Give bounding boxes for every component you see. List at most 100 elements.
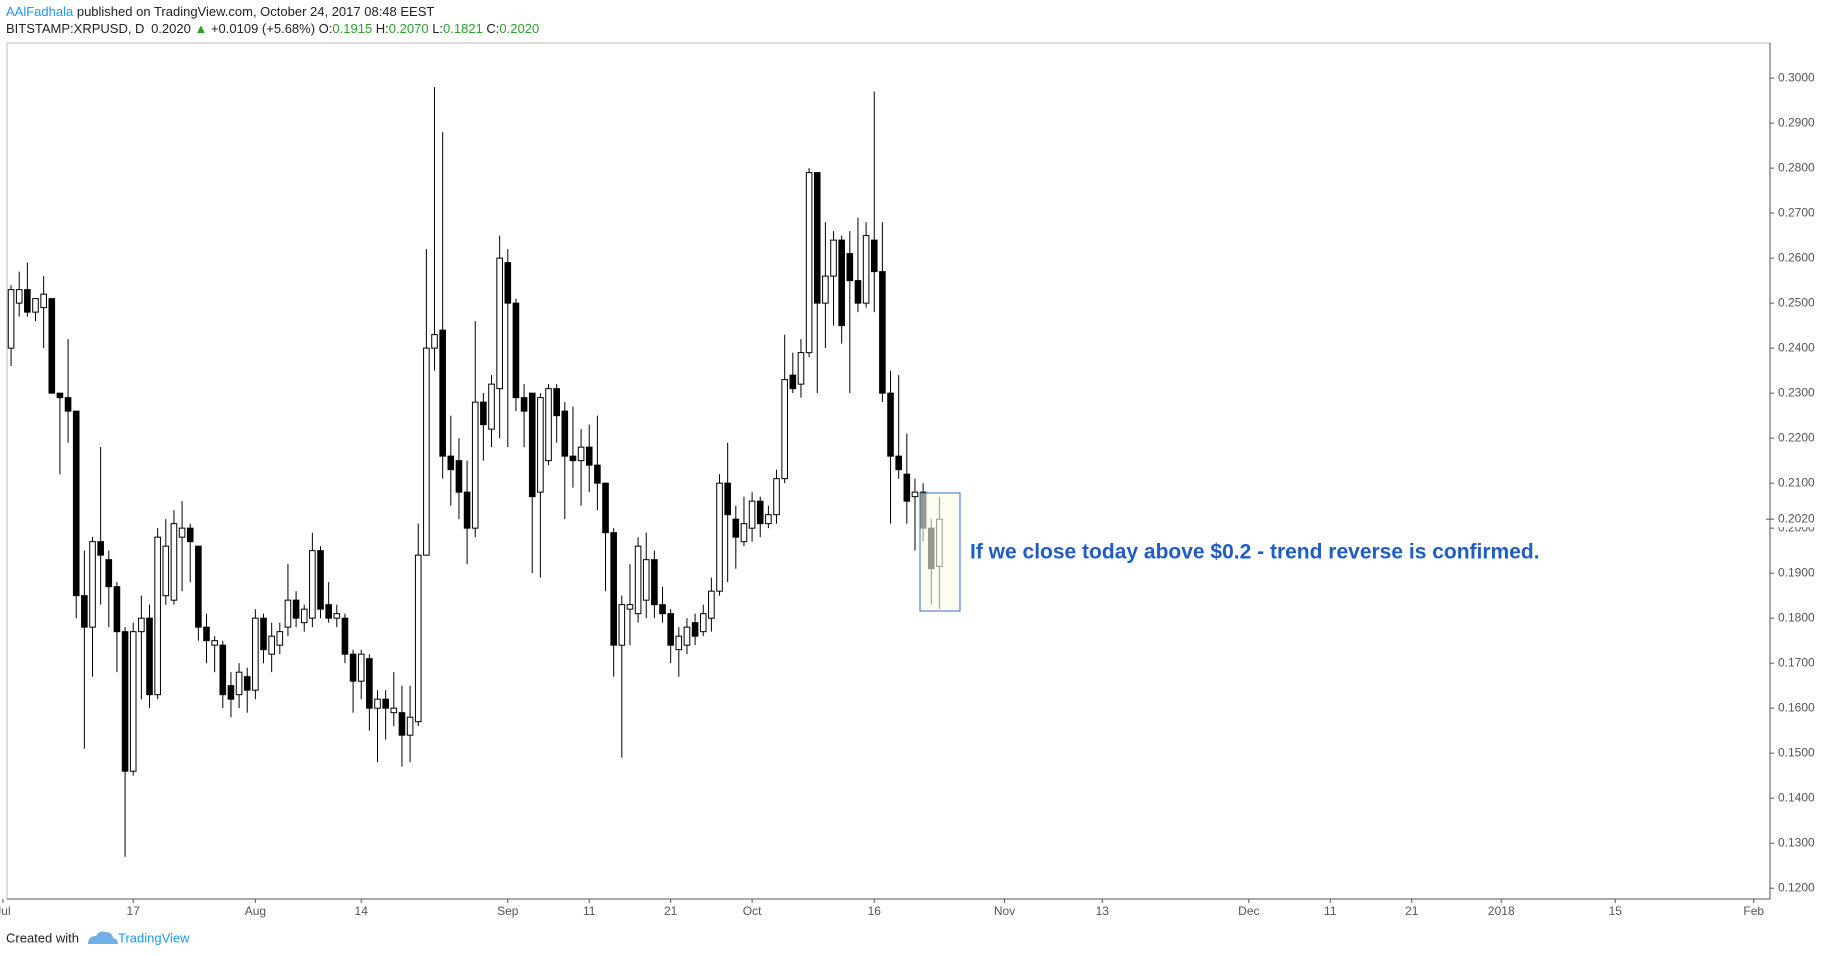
candle-body xyxy=(349,653,357,682)
candle-body xyxy=(423,347,430,556)
candle-body xyxy=(211,640,218,646)
arrow: ▲ xyxy=(194,21,207,36)
candle-body xyxy=(879,271,886,394)
x-tick-label: Dec xyxy=(1238,904,1259,918)
candle-body xyxy=(447,455,455,471)
x-tick-label: Feb xyxy=(1743,904,1764,918)
candle-body xyxy=(366,658,373,709)
candle-body xyxy=(642,559,650,601)
candle-body xyxy=(748,500,756,529)
candle-body xyxy=(634,545,642,615)
x-tick-label: 16 xyxy=(868,904,882,918)
candle-body xyxy=(7,289,15,349)
candle-body xyxy=(81,595,88,628)
candles xyxy=(7,87,943,857)
candle-body xyxy=(317,550,324,610)
candle-body xyxy=(773,478,780,516)
candle-body xyxy=(89,541,96,628)
candle-body xyxy=(488,383,495,430)
x-tick-label: 11 xyxy=(583,904,596,918)
candle-body xyxy=(414,554,422,723)
candle-body xyxy=(203,626,210,642)
candle-body xyxy=(406,716,414,736)
author[interactable]: AAlFadhala xyxy=(6,4,74,19)
candle-body xyxy=(480,401,487,426)
candle-body xyxy=(862,235,870,304)
h-label: H: xyxy=(376,21,389,36)
y-tick-label: 0.2600 xyxy=(1778,250,1815,264)
candle-body xyxy=(765,514,772,525)
candle-body xyxy=(561,410,569,457)
y-tick-label: 0.1400 xyxy=(1778,790,1815,804)
candle-body xyxy=(512,302,520,399)
h: 0.2070 xyxy=(389,21,429,36)
y-tick-label: 0.1500 xyxy=(1778,745,1815,759)
candle-body xyxy=(569,455,577,462)
candle-body xyxy=(398,712,406,736)
candle-body xyxy=(740,523,748,543)
candle-body xyxy=(716,482,723,592)
candle-body xyxy=(390,707,398,714)
candle-body xyxy=(341,617,349,655)
candle-body xyxy=(325,604,332,619)
candle-body xyxy=(56,392,64,399)
candle-body xyxy=(911,491,919,498)
candle-body xyxy=(276,631,284,646)
l-label: L: xyxy=(432,21,443,36)
candle-body xyxy=(146,617,153,696)
candle-body xyxy=(374,698,381,709)
annotation: If we close today above $0.2 - trend rev… xyxy=(970,541,1540,564)
candle-body xyxy=(455,460,463,493)
candle-body xyxy=(789,374,797,390)
published: published on TradingView.com, October 24… xyxy=(77,4,435,19)
candle-body xyxy=(870,239,878,273)
y-tick-label: 0.2300 xyxy=(1778,385,1815,399)
x-tick-label: 21 xyxy=(664,904,678,918)
candle-body xyxy=(846,253,854,282)
candle-body xyxy=(113,586,121,633)
header-line2: BITSTAMP:XRPUSD, D 0.2020 ▲ +0.0109 (+5.… xyxy=(6,21,539,36)
candle-body xyxy=(252,617,259,691)
candle-body xyxy=(357,653,365,682)
y-tick-label: 0.1200 xyxy=(1778,880,1815,894)
candle-body xyxy=(651,559,658,606)
x-tick-label: Sep xyxy=(497,904,519,918)
y-tick-label: 0.2800 xyxy=(1778,160,1815,174)
candle-body xyxy=(797,352,805,385)
candle-body xyxy=(496,257,503,390)
footer-brand[interactable]: TradingView xyxy=(118,930,190,945)
y-tick-label: 0.2900 xyxy=(1778,115,1815,129)
candle-body xyxy=(822,275,829,304)
candle-body xyxy=(675,635,683,651)
candle-body xyxy=(15,289,23,304)
price-marker-box xyxy=(1772,511,1824,528)
x-tick-label: 15 xyxy=(1609,904,1623,918)
candle-body xyxy=(577,446,585,462)
candle-body xyxy=(838,239,845,327)
candle-body xyxy=(683,626,691,646)
candle-body xyxy=(471,401,479,529)
c-label: C: xyxy=(486,21,499,36)
candle-body xyxy=(268,635,275,655)
candle-body xyxy=(699,613,707,633)
candle-body xyxy=(105,559,113,588)
x-tick-label: 13 xyxy=(1096,904,1110,918)
candle-body xyxy=(48,298,56,394)
candle-body xyxy=(528,392,536,498)
candle-body xyxy=(32,298,39,313)
candle-body xyxy=(382,698,389,709)
candle-body xyxy=(64,397,72,412)
header-line1: AAlFadhala published on TradingView.com,… xyxy=(6,4,434,19)
candle-body xyxy=(537,397,544,493)
tradingview-logo xyxy=(88,931,118,944)
candle-body xyxy=(129,631,137,772)
y-tick-label: 0.1700 xyxy=(1778,655,1815,669)
y-tick-label: 0.2500 xyxy=(1778,295,1815,309)
candle-body xyxy=(162,545,170,597)
candle-body xyxy=(732,518,740,538)
footer-created: Created with xyxy=(6,930,79,945)
candle-body xyxy=(659,604,666,615)
y-tick-label: 0.1300 xyxy=(1778,835,1815,849)
candle-body xyxy=(626,604,634,610)
